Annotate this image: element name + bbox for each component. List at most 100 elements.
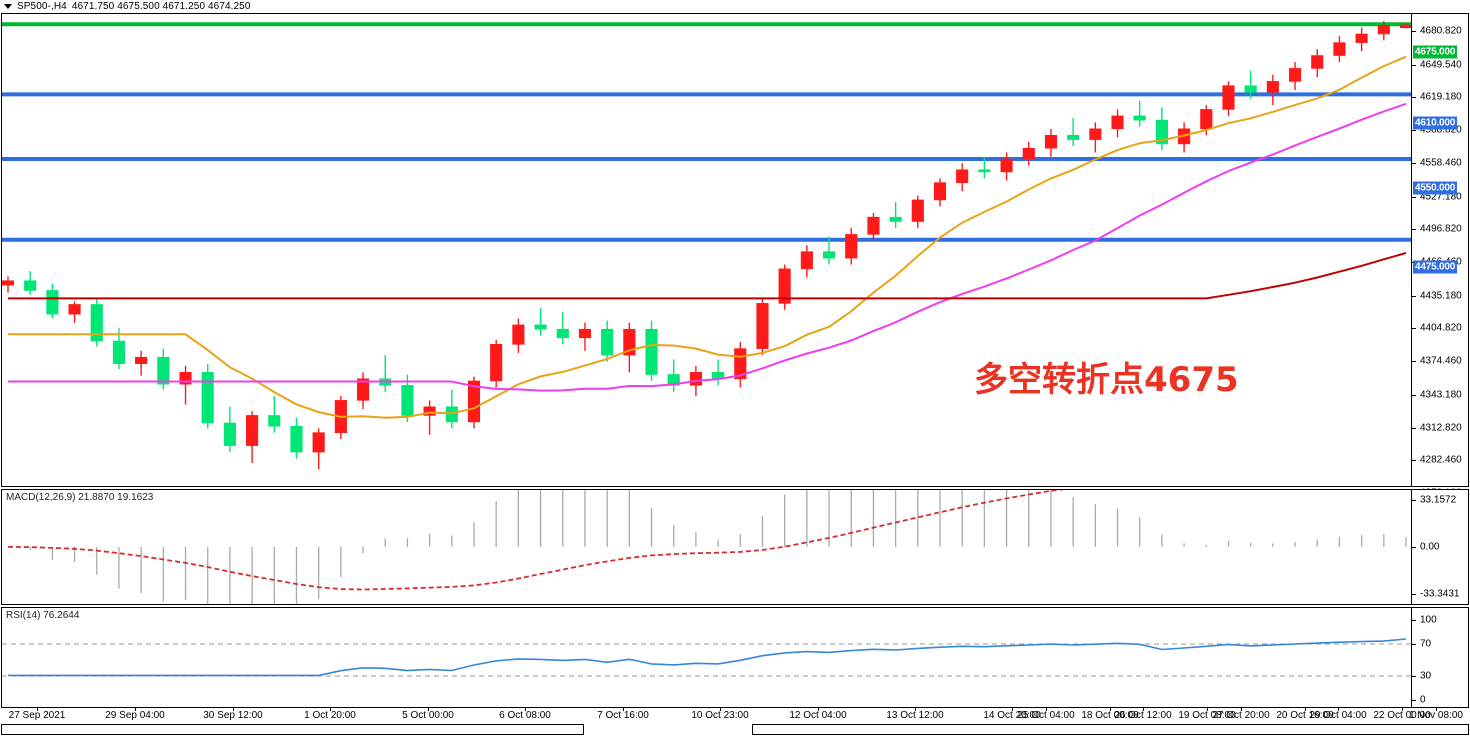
time-axis-label: 26 Oct 12:00 [1114, 710, 1172, 721]
time-axis-label: 6 Oct 08:00 [499, 710, 551, 721]
price-axis-tickmark [1412, 295, 1416, 297]
price-axis-tick: 4435.180 [1420, 290, 1462, 302]
macd-axis-tickmark [1412, 594, 1416, 595]
rsi-canvas[interactable] [2, 608, 1411, 707]
price-axis-tickmark [1412, 31, 1416, 32]
time-axis-tickmark [818, 708, 819, 711]
price-level-tag[interactable]: 4475.000 [1413, 260, 1458, 274]
rsi-axis-tick: 70 [1420, 638, 1432, 650]
time-axis-label: 29 Oct 04:00 [1309, 710, 1367, 721]
macd-axis: 33.1572 0.00 -33.3431 [1412, 489, 1469, 605]
time-axis-tickmark [1110, 708, 1111, 711]
time-axis-tickmark [330, 708, 331, 711]
rsi-axis-tickmark [1412, 644, 1416, 645]
chart-annotation-text: 多空转折点4675 [974, 360, 1239, 400]
price-axis-tickmark [1412, 64, 1416, 66]
price-axis-tickmark [1412, 361, 1416, 363]
time-axis-tickmark [1402, 708, 1403, 711]
macd-label: MACD(12,26,9) 21.8870 19.1623 [6, 492, 154, 503]
price-axis-tick: 4588.820 [1420, 124, 1462, 136]
price-axis-tick: 4619.180 [1420, 91, 1462, 103]
price-axis-tickmark [1412, 196, 1416, 198]
rsi-axis-tick: 100 [1420, 614, 1437, 626]
price-chart-panel[interactable]: 多空转折点4675 [1, 13, 1412, 487]
rsi-axis-tick: 0 [1420, 694, 1426, 706]
price-axis-tick: 4649.540 [1420, 59, 1462, 71]
time-axis-label: 7 Oct 16:00 [597, 710, 649, 721]
horizontal-scrollbar-right[interactable] [752, 724, 1469, 735]
time-axis-tickmark [1305, 708, 1306, 711]
price-level-tag[interactable]: 4550.000 [1413, 181, 1458, 195]
time-axis-tickmark [1241, 708, 1242, 711]
time-axis-tickmark [1012, 708, 1013, 711]
time-axis-tickmark [915, 708, 916, 711]
time-axis-tickmark [1338, 708, 1339, 711]
price-axis-tick: 4496.820 [1420, 223, 1462, 235]
price-axis[interactable]: 4680.820 4649.540 4619.180 4588.820 4558.460… [1412, 13, 1469, 499]
time-axis-label: 13 Oct 12:00 [886, 710, 944, 721]
time-axis-label: 30 Sep 12:00 [203, 710, 263, 721]
time-axis-tickmark [720, 708, 721, 711]
macd-axis-tickmark [1412, 546, 1416, 548]
chart-titlebar: SP500-,H4 4671.750 4675.500 4671.250 467… [0, 0, 1470, 13]
chevron-down-icon[interactable] [4, 4, 12, 9]
price-level-tag[interactable]: 4610.000 [1413, 116, 1458, 130]
price-axis-tickmark [1412, 97, 1416, 99]
time-axis-label: 1 Oct 20:00 [304, 710, 356, 721]
price-axis-tickmark [1412, 162, 1416, 164]
price-axis-tick: 4343.180 [1420, 389, 1462, 401]
macd-panel[interactable]: MACD(12,26,9) 21.8870 19.1623 [1, 489, 1412, 605]
price-axis-tickmark [1412, 460, 1416, 462]
macd-axis-tick: 0.00 [1420, 541, 1440, 553]
rsi-axis-tickmark [1412, 620, 1416, 621]
time-axis-label: 18 Oct 00:00 [1081, 710, 1139, 721]
time-axis-tickmark [1436, 708, 1437, 711]
time-axis-label: 14 Oct 20:00 [983, 710, 1041, 721]
time-axis[interactable]: 27 Sep 2021 29 Sep 04:00 30 Sep 12:00 1 Oct… [0, 708, 1470, 724]
time-axis-label: 27 Oct 20:00 [1212, 710, 1270, 721]
macd-canvas[interactable] [2, 490, 1411, 604]
time-axis-tickmark [623, 708, 624, 711]
rsi-panel[interactable]: RSI(14) 76.2644 [1, 607, 1412, 708]
rsi-axis-tickmark [1412, 700, 1416, 701]
price-axis-tick: 4680.820 [1420, 25, 1462, 37]
ohlc-values: 4671.750 4675.500 4671.250 4674.250 [71, 1, 251, 12]
time-axis-tickmark [233, 708, 234, 711]
price-axis-tickmark [1412, 328, 1416, 330]
rsi-axis: 100 70 30 0 [1412, 607, 1469, 708]
price-axis-tick: 4404.820 [1420, 322, 1462, 334]
time-axis-tickmark [135, 708, 136, 711]
time-axis-tickmark [37, 708, 38, 711]
time-axis-label: 19 Oct 08:00 [1178, 710, 1236, 721]
price-axis-tickmark [1412, 130, 1416, 132]
time-axis-label: 1 Nov 08:00 [1409, 710, 1463, 721]
time-axis-label: 10 Oct 23:00 [691, 710, 749, 721]
macd-axis-tickmark [1412, 500, 1416, 501]
time-axis-label: 20 Oct 16:00 [1276, 710, 1334, 721]
price-axis-tickmark [1412, 229, 1416, 231]
time-axis-label: 12 Oct 04:00 [789, 710, 847, 721]
price-level-tag[interactable]: 4675.000 [1413, 45, 1458, 59]
time-axis-tickmark [525, 708, 526, 711]
price-axis-tickmark [1412, 394, 1416, 396]
rsi-axis-tickmark [1412, 676, 1416, 677]
price-axis-tick: 4312.820 [1420, 422, 1462, 434]
price-axis-tick: 4558.460 [1420, 157, 1462, 169]
macd-axis-tick: -33.3431 [1420, 588, 1460, 600]
time-axis-tickmark [1207, 708, 1208, 711]
price-chart-canvas[interactable] [2, 14, 1411, 486]
symbol-label: SP500-,H4 [17, 1, 67, 12]
rsi-axis-tick: 30 [1420, 670, 1432, 682]
price-axis-tick: 4282.460 [1420, 454, 1462, 466]
horizontal-scrollbar-left[interactable] [1, 724, 584, 735]
price-axis-tick: 4374.460 [1420, 355, 1462, 367]
time-axis-label: 25 Oct 04:00 [1017, 710, 1075, 721]
time-axis-tickmark [1143, 708, 1144, 711]
price-axis-tick: 4527.180 [1420, 191, 1462, 203]
time-axis-tickmark [1046, 708, 1047, 711]
time-axis-label: 5 Oct 00:00 [402, 710, 454, 721]
price-axis-tickmark [1412, 427, 1416, 429]
time-axis-label: 22 Oct 00:00 [1373, 710, 1431, 721]
time-axis-tickmark [428, 708, 429, 711]
